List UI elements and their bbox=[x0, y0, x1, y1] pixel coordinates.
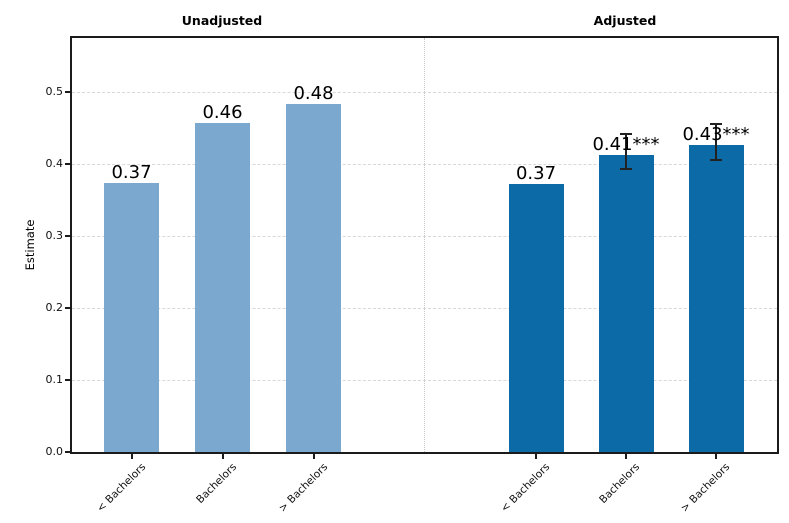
y-tick-label: 0.0 bbox=[45, 445, 64, 458]
x-tick-mark bbox=[715, 454, 717, 459]
y-tick-mark bbox=[65, 307, 70, 309]
error-bar-cap-bottom bbox=[620, 168, 632, 171]
y-tick-label: 0.2 bbox=[45, 301, 64, 314]
y-tick-mark bbox=[65, 91, 70, 93]
bar bbox=[598, 154, 654, 452]
bar bbox=[195, 122, 250, 452]
y-tick-mark bbox=[65, 451, 70, 453]
bar bbox=[508, 184, 564, 452]
bar-value-label: 0.43*** bbox=[682, 123, 750, 145]
panel-divider bbox=[424, 38, 425, 452]
bar-value-label: 0.46 bbox=[202, 101, 243, 123]
x-tick-mark bbox=[312, 454, 315, 459]
x-tick-mark bbox=[130, 454, 133, 459]
error-bar-cap-top bbox=[620, 132, 632, 135]
x-tick-mark bbox=[535, 454, 537, 459]
bar-value-label: 0.41*** bbox=[592, 133, 660, 155]
x-tick-label: > Bachelors bbox=[678, 461, 733, 515]
bar bbox=[688, 144, 744, 452]
panel-title-adjusted: Adjusted bbox=[593, 13, 657, 28]
bar bbox=[104, 183, 159, 452]
y-tick-label: 0.4 bbox=[45, 157, 64, 170]
x-tick-mark bbox=[625, 454, 627, 459]
error-bar-cap-top bbox=[710, 123, 722, 126]
error-bar-line bbox=[625, 133, 627, 170]
error-bar-line bbox=[715, 124, 717, 161]
bar-value-label: 0.48 bbox=[293, 82, 334, 104]
x-tick-label: Bachelors bbox=[193, 461, 239, 507]
y-axis-label: Estimate bbox=[23, 219, 37, 271]
plot-area: 0.37 0.46 0.48 0.37 0.41*** 0.43*** bbox=[70, 36, 779, 454]
x-tick-label: > Bachelors bbox=[276, 461, 330, 515]
panel-title-unadjusted: Unadjusted bbox=[181, 13, 263, 28]
y-tick-label: 0.5 bbox=[45, 85, 64, 98]
bar-value-label: 0.37 bbox=[515, 163, 557, 185]
bar-value-label: 0.37 bbox=[111, 162, 152, 184]
y-tick-mark bbox=[65, 163, 70, 165]
x-tick-label: < Bachelors bbox=[498, 461, 553, 515]
error-bar-cap-bottom bbox=[710, 159, 722, 162]
x-tick-label: Bachelors bbox=[597, 461, 643, 507]
y-tick-label: 0.3 bbox=[45, 229, 64, 242]
y-tick-label: 0.1 bbox=[45, 373, 64, 386]
y-tick-mark bbox=[65, 379, 70, 381]
y-tick-mark bbox=[65, 235, 70, 237]
x-tick-label: < Bachelors bbox=[94, 461, 148, 515]
bar bbox=[286, 103, 341, 452]
x-tick-mark bbox=[221, 454, 224, 459]
